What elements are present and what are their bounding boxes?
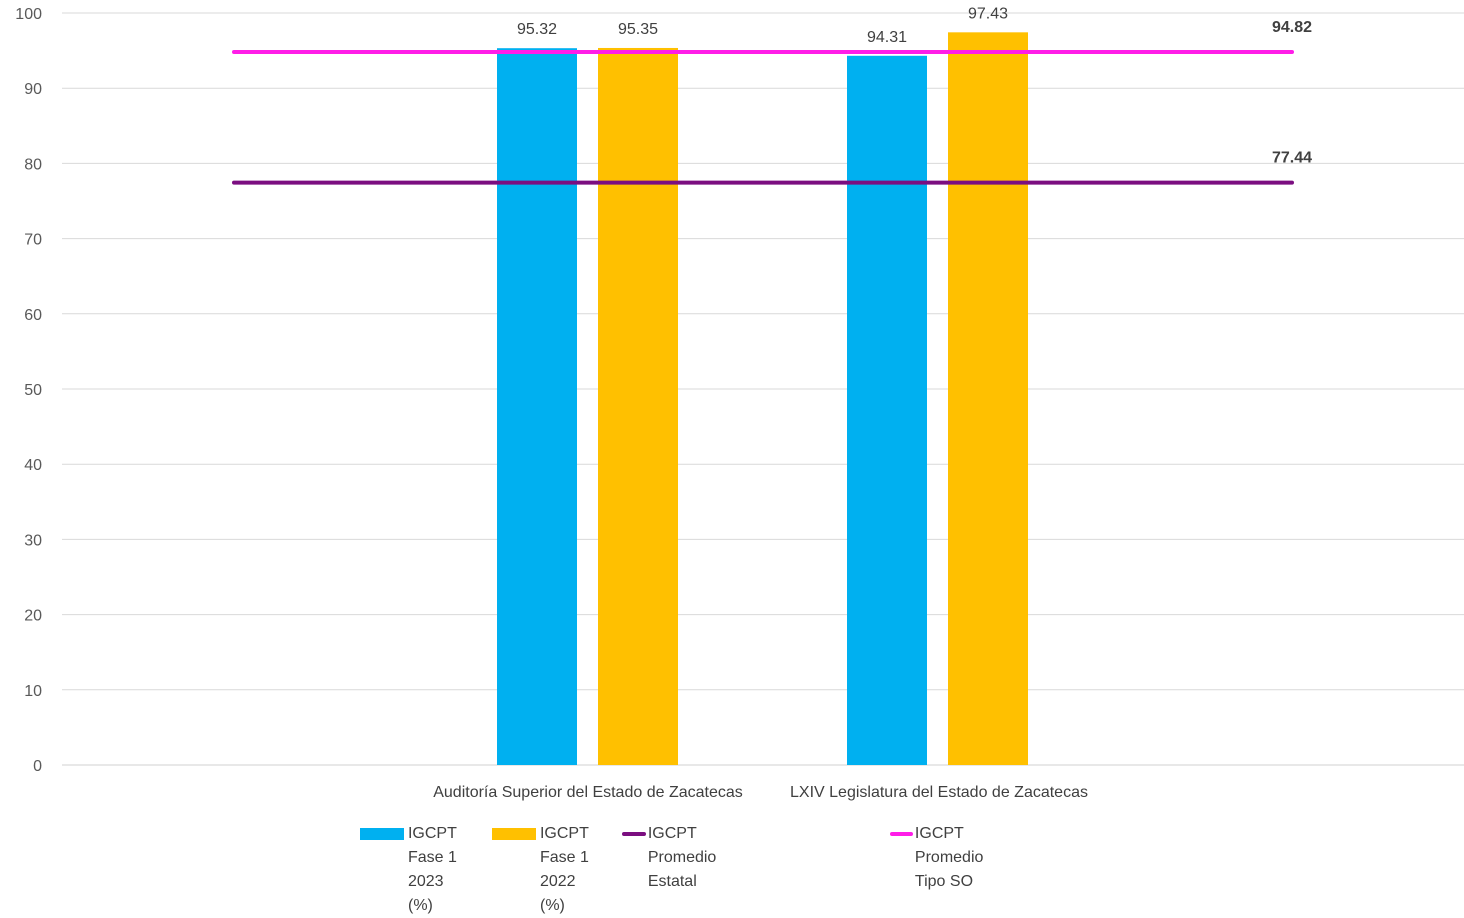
y-tick-label: 90 <box>24 81 42 98</box>
y-tick-label: 70 <box>24 232 42 249</box>
y-tick-label: 0 <box>33 758 42 775</box>
legend-item-fase1-2022: IGCPT Fase 1 2022 (%) <box>492 822 589 918</box>
bar-value-label: 94.31 <box>867 29 907 46</box>
legend-label: IGCPT Fase 1 2023 (%) <box>407 825 457 914</box>
y-tick-label: 20 <box>24 608 42 625</box>
bar <box>948 32 1028 765</box>
y-tick-label: 10 <box>24 683 42 700</box>
legend-swatch <box>360 828 404 840</box>
bar-value-label: 95.35 <box>618 21 658 38</box>
reference-lines <box>232 49 1294 185</box>
y-tick-label: 40 <box>24 457 42 474</box>
x-category-label: Auditoría Superior del Estado de Zacatec… <box>433 784 743 801</box>
bars <box>497 32 1028 765</box>
y-tick-label: 30 <box>24 532 42 549</box>
reference-line-value-label: 94.82 <box>1272 19 1312 36</box>
y-axis-ticks: 0 10 20 30 40 50 60 70 80 90 100 <box>15 6 42 775</box>
legend-line <box>890 832 913 836</box>
legend-item-promedio-tipo-so: IGCPT Promedio Tipo SO <box>890 822 1006 894</box>
y-tick-label: 60 <box>24 307 42 324</box>
bar <box>497 48 577 765</box>
reference-line-value-label: 77.44 <box>1272 150 1312 167</box>
data-labels: 95.32 94.31 95.35 97.43 77.44 94.82 <box>517 5 1312 166</box>
y-tick-label: 80 <box>24 156 42 173</box>
bar <box>598 47 678 765</box>
legend-swatch <box>492 828 536 840</box>
legend-line <box>622 832 646 836</box>
legend-item-promedio-estatal: IGCPT Promedio Estatal <box>622 822 738 894</box>
bar <box>847 55 927 765</box>
gridlines <box>62 12 1464 766</box>
x-axis-categories: Auditoría Superior del Estado de Zacatec… <box>433 784 1088 801</box>
legend-label: IGCPT Fase 1 2022 (%) <box>539 825 589 914</box>
y-tick-label: 50 <box>24 382 42 399</box>
bar-value-label: 95.32 <box>517 21 557 38</box>
y-tick-label: 100 <box>15 6 42 23</box>
legend-label: IGCPT Promedio Tipo SO <box>914 825 984 890</box>
x-category-label: LXIV Legislatura del Estado de Zacatecas <box>790 784 1088 801</box>
legend-item-fase1-2023: IGCPT Fase 1 2023 (%) <box>360 822 457 918</box>
bar-value-label: 97.43 <box>968 5 1008 22</box>
legend-label: IGCPT Promedio Estatal <box>647 825 717 890</box>
